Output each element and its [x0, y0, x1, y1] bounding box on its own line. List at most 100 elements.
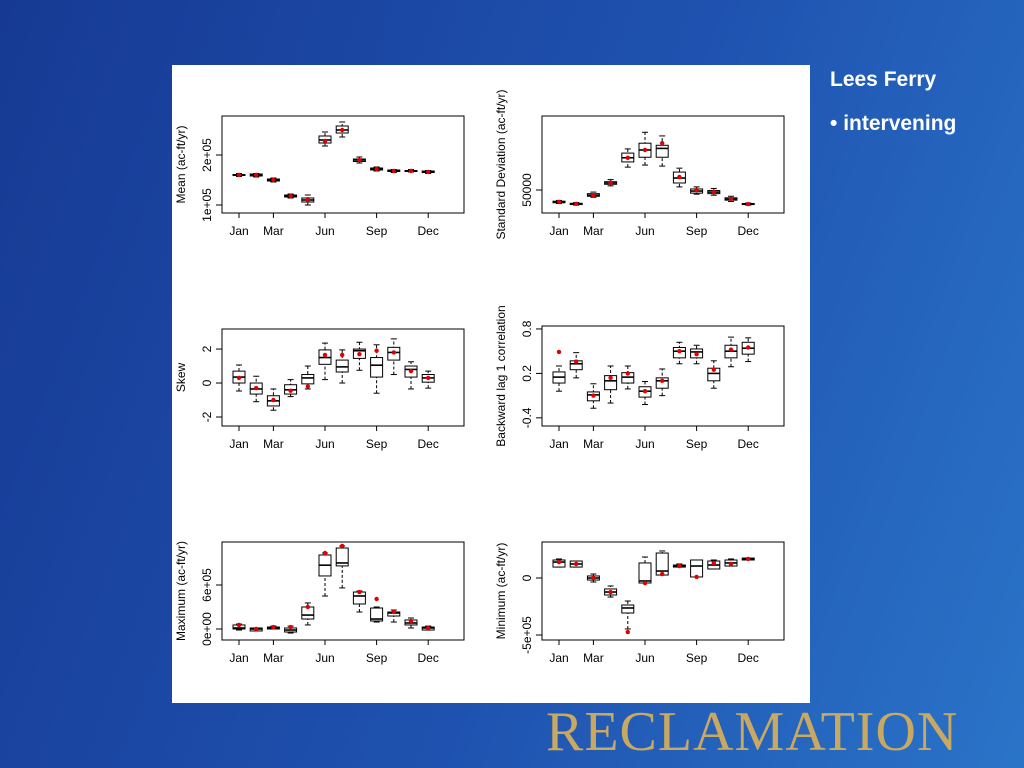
y-axis-label: Backward lag 1 correlation	[494, 305, 508, 446]
y-tick-label: 2	[200, 345, 214, 352]
mean-point	[391, 609, 396, 615]
mean-point	[591, 193, 596, 198]
mean-point	[374, 166, 379, 172]
x-tick-label: Sep	[686, 651, 708, 665]
plot-frame	[221, 541, 465, 641]
mean-point	[728, 347, 734, 352]
mean-point	[357, 589, 362, 595]
x-tick-label: Dec	[418, 224, 439, 238]
mean-point	[271, 177, 276, 183]
mean-point	[556, 559, 562, 565]
mean-point	[357, 351, 362, 357]
mean-point	[391, 350, 396, 355]
x-tick-label: Dec	[738, 651, 759, 665]
mean-point	[711, 560, 716, 566]
y-axis-label: Standard Deviation (ac-ft/yr)	[494, 89, 508, 239]
mean-point	[426, 169, 431, 175]
bullet: • intervening	[830, 112, 957, 135]
x-tick-label: Mar	[583, 437, 604, 451]
plot-frame	[541, 541, 785, 641]
mean-point	[374, 348, 379, 353]
mean-point	[625, 371, 630, 376]
mean-point	[391, 168, 396, 174]
y-tick-label: 0.8	[520, 320, 534, 337]
x-tick-label: Jun	[635, 224, 654, 238]
y-tick-label: -2	[200, 411, 214, 422]
mean-point	[608, 589, 613, 595]
bullet-text: intervening	[843, 112, 957, 135]
y-tick-label: 0.2	[520, 365, 534, 382]
mean-point	[728, 561, 734, 567]
x-tick-label: Dec	[738, 437, 759, 451]
x-tick-label: Jan	[229, 437, 248, 451]
x-tick-label: Sep	[686, 437, 708, 451]
x-tick-label: Jun	[315, 437, 334, 451]
plot-frame	[221, 115, 465, 214]
y-tick-label: 0	[520, 574, 534, 581]
x-tick-label: Dec	[418, 437, 439, 451]
mean-point	[746, 556, 751, 562]
mean-point	[746, 345, 751, 350]
mean-point	[660, 141, 665, 146]
x-tick-label: Jan	[549, 224, 568, 238]
mean-point	[642, 580, 648, 586]
mean-point	[426, 375, 431, 381]
mean-point	[556, 349, 562, 355]
x-tick-label: Sep	[366, 437, 388, 451]
box	[370, 357, 384, 378]
mean-point	[591, 575, 596, 581]
mean-point	[608, 375, 613, 381]
box	[655, 377, 669, 389]
plot-frame	[541, 325, 785, 427]
x-tick-label: Jan	[549, 651, 568, 665]
mean-point	[711, 189, 716, 195]
mean-point	[694, 187, 699, 193]
y-tick-label: -5e+05	[520, 616, 534, 654]
y-tick-label: 1e+05	[200, 188, 214, 222]
y-tick-label: 0e+00	[200, 612, 214, 646]
chart-panel	[172, 65, 810, 703]
x-tick-label: Jan	[229, 651, 248, 665]
mean-point	[322, 550, 328, 556]
mean-point	[711, 367, 716, 372]
mean-point	[374, 596, 379, 602]
y-axis-label: Skew	[174, 362, 188, 392]
mean-point	[694, 574, 699, 580]
y-axis-label: Mean (ac-ft/yr)	[174, 125, 188, 203]
x-tick-label: Mar	[263, 437, 284, 451]
logo: RECLAMATION	[546, 701, 959, 763]
mean-point	[236, 622, 242, 628]
mean-point	[625, 155, 630, 160]
mean-point	[340, 352, 345, 358]
mean-point	[288, 624, 293, 630]
mean-point	[271, 397, 276, 403]
box	[621, 604, 635, 614]
mean-point	[574, 201, 579, 206]
box	[638, 562, 652, 584]
plot-frame	[221, 328, 465, 427]
mean-point	[625, 629, 630, 635]
mean-point	[271, 624, 276, 630]
x-tick-label: Mar	[263, 224, 284, 238]
box	[655, 144, 669, 158]
x-tick-label: Jun	[315, 224, 334, 238]
y-tick-label: 2e+05	[200, 138, 214, 172]
y-tick-label: 6e+05	[200, 568, 214, 602]
mean-point	[305, 604, 310, 610]
mean-point	[746, 201, 751, 207]
mean-point	[660, 571, 665, 577]
y-axis-label: Maximum (ac-ft/yr)	[174, 541, 188, 641]
mean-point	[556, 199, 562, 205]
box	[301, 374, 315, 385]
mean-point	[305, 197, 310, 203]
mean-point	[591, 393, 596, 398]
x-tick-label: Dec	[738, 224, 759, 238]
side-text: Lees Ferry • intervening	[830, 68, 956, 136]
mean-point	[288, 388, 293, 393]
mean-point	[642, 147, 648, 153]
x-tick-label: Mar	[583, 224, 604, 238]
mean-point	[728, 196, 734, 202]
x-tick-label: Sep	[686, 224, 708, 238]
x-tick-label: Mar	[583, 651, 604, 665]
